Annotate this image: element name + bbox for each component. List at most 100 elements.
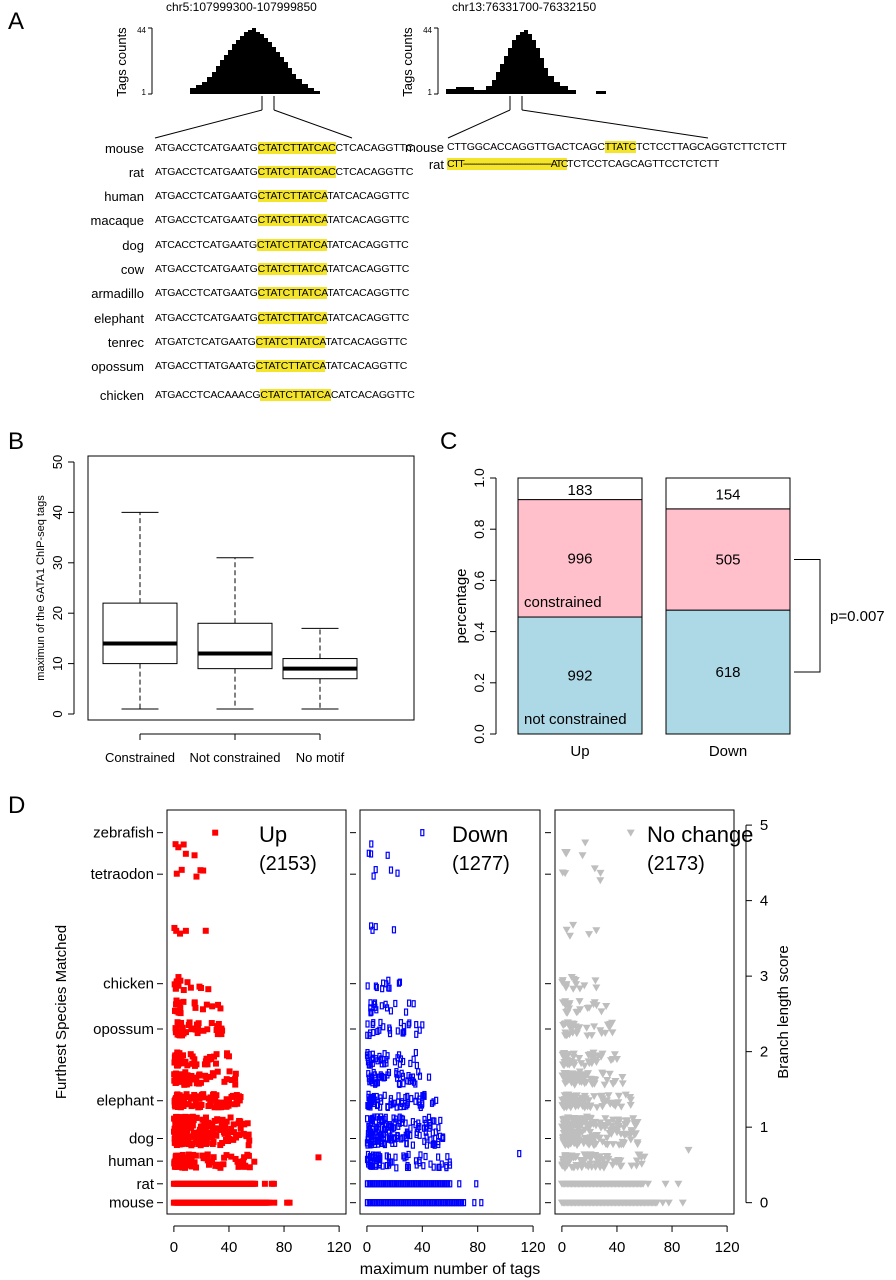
data-point [386,1068,392,1077]
data-point [225,1138,232,1145]
data-point [194,1030,201,1037]
data-point [408,1124,413,1132]
data-point [185,1101,192,1108]
data-point [366,1070,371,1078]
data-point [396,1092,401,1100]
data-point [616,1162,625,1170]
data-point [381,1139,386,1147]
data-point [424,1141,430,1149]
data-point [200,1155,207,1162]
seq-pre: ATGATCTCATGAATG [155,336,256,348]
data-point [385,851,390,859]
data-point [375,1101,381,1109]
x-tick-label: 120 [715,1239,740,1256]
sequence: ATGACCTCATGAATGCTATCTTATCATATCACAGGTTC [155,312,409,324]
sequence: ATGACCTCATGAATGCTATCTTATCACCTCACAGGTTC [155,142,413,154]
data-point [175,974,182,981]
data-point [286,1199,293,1206]
data-point [245,1152,252,1159]
data-point [205,1119,212,1126]
right-zoom-line-a [447,109,511,139]
data-point [607,1130,616,1138]
data-point [592,927,601,935]
left-hist-ytick-top: 44 [137,26,146,35]
right-tick-label: 2 [760,1044,768,1061]
seq-post: CTCACAGGTTC [335,142,414,154]
data-point [394,1068,399,1076]
data-point [192,1100,199,1107]
data-point [561,1069,570,1077]
data-point [202,1058,209,1065]
data-point [204,1061,211,1068]
species-tick-label: dog [129,1130,154,1147]
data-point [608,1161,617,1169]
data-point [591,977,600,985]
right-histogram [446,30,576,94]
data-point [614,1092,623,1100]
data-point [246,1137,253,1144]
data-point [373,923,378,931]
data-point [588,1080,597,1088]
data-point [609,1101,618,1109]
data-point [605,1024,614,1032]
data-point [413,1157,419,1165]
data-point [417,1101,422,1109]
data-point [406,1163,411,1172]
data-point [180,1103,187,1110]
data-point [565,932,574,940]
data-point [176,1031,183,1038]
x-tick-label: 40 [221,1239,238,1256]
data-point [177,1114,184,1121]
data-point [378,1113,384,1121]
data-point [570,1129,579,1137]
data-point [252,1180,259,1187]
data-point [580,982,589,990]
data-point [234,1132,241,1139]
data-point [395,1054,400,1062]
data-point [374,1130,379,1138]
data-point [215,1163,222,1170]
data-point [406,999,412,1007]
data-point [577,1164,586,1172]
data-point [583,1139,592,1147]
x-tick-label: 80 [469,1239,486,1256]
data-point [444,1164,449,1172]
data-point [214,1031,221,1038]
data-point [208,1020,215,1027]
data-point [422,1092,427,1100]
data-point [561,1080,570,1088]
data-point [187,1141,194,1148]
data-point [573,1008,582,1016]
data-point [398,1019,404,1027]
data-point [623,1120,632,1128]
data-point [592,1155,601,1163]
right-tick-label: 3 [760,968,768,985]
data-point [559,1118,568,1126]
data-point [590,999,599,1007]
data-point [381,1125,387,1134]
data-point [558,1051,567,1059]
species-label: cow [120,262,144,277]
data-point [609,1116,618,1124]
data-point [213,1026,220,1033]
data-point [398,1103,403,1111]
data-point [582,1024,591,1032]
data-point [575,1055,584,1063]
data-point [205,986,212,993]
data-point [592,1056,601,1064]
right-tick-label: 5 [760,817,768,834]
bar-segment [665,477,791,510]
data-point [190,1129,197,1136]
data-point [637,1160,646,1168]
data-point [566,1134,575,1142]
data-point [431,1098,436,1106]
data-point [187,984,194,991]
data-point [365,1115,370,1123]
data-point [431,1117,436,1125]
data-point [678,1199,687,1207]
data-point [173,1152,180,1159]
seq-post: CTCACAGGTTC [335,166,414,178]
data-point [201,1133,208,1140]
y-tick-label: 0.0 [471,724,487,744]
data-point [562,1162,571,1170]
